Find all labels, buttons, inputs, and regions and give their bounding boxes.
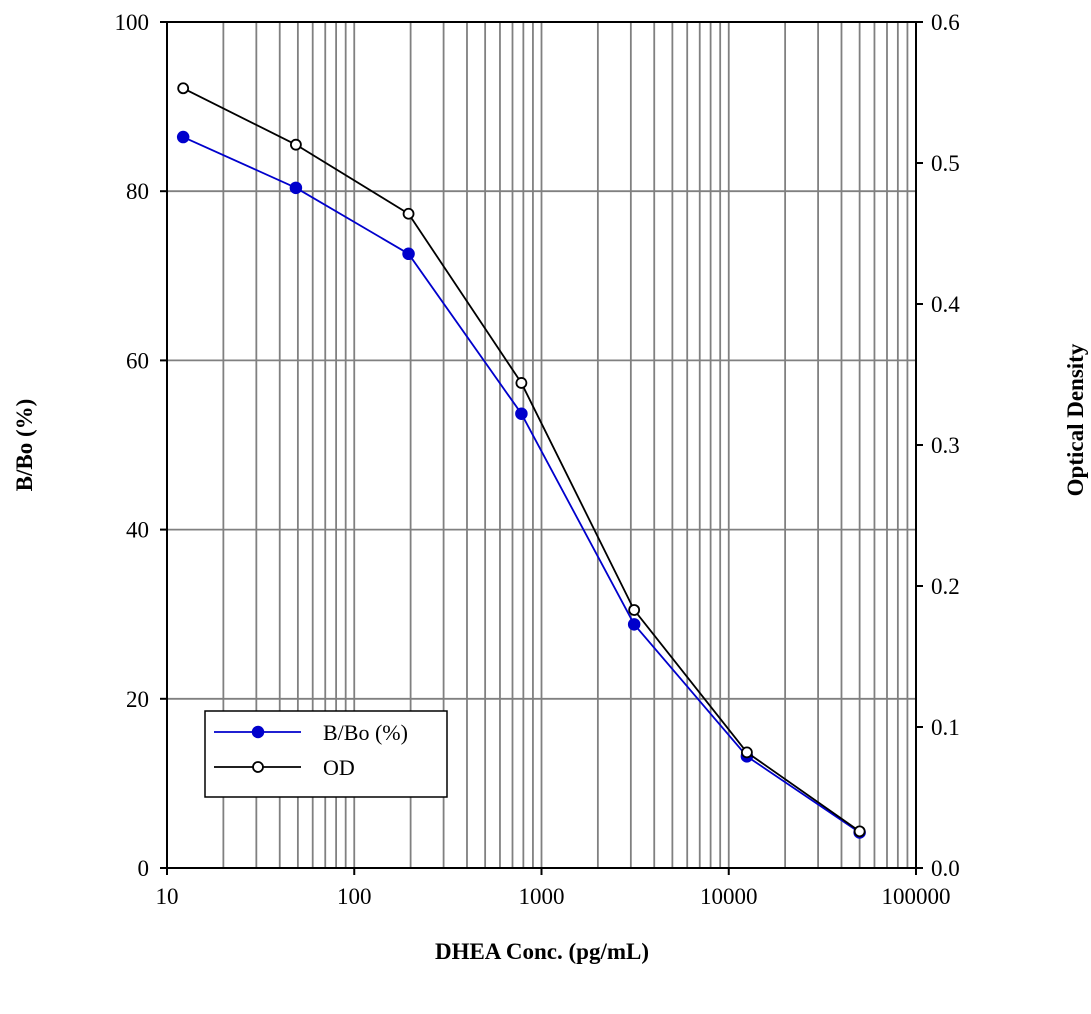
y2-axis-ticks: 0.0 0.1 0.2 0.3 0.4 0.5 0.6 bbox=[916, 10, 960, 881]
x-axis-ticks: 10 100 1000 10000 100000 bbox=[156, 868, 951, 909]
data-point-bbo bbox=[176, 130, 190, 144]
data-point-od bbox=[177, 82, 190, 95]
legend: B/Bo (%) OD bbox=[204, 710, 448, 798]
y-tick-label: 40 bbox=[126, 518, 149, 543]
y-tick-label: 0 bbox=[138, 856, 150, 881]
x-tick-label: 10000 bbox=[700, 884, 758, 909]
data-point-od bbox=[290, 138, 302, 151]
series-layer bbox=[176, 82, 866, 839]
y2-tick-label: 0.0 bbox=[931, 856, 960, 881]
data-point-bbo bbox=[402, 247, 415, 261]
y-axis-title: B/Bo (%) bbox=[12, 399, 37, 492]
x-tick-label: 100000 bbox=[882, 884, 951, 909]
y2-tick-label: 0.3 bbox=[931, 433, 960, 458]
data-point-od bbox=[740, 746, 753, 759]
y2-tick-label: 0.5 bbox=[931, 151, 960, 176]
legend-box bbox=[204, 710, 448, 798]
data-point-od bbox=[402, 207, 415, 220]
x-axis-title: DHEA Conc. (pg/mL) bbox=[435, 939, 649, 964]
x-tick-label: 1000 bbox=[519, 884, 565, 909]
legend-marker-bbo bbox=[251, 725, 265, 739]
data-point-bbo bbox=[627, 618, 641, 631]
data-point-bbo bbox=[515, 407, 528, 420]
x-tick-label: 100 bbox=[337, 884, 372, 909]
data-point-bbo bbox=[289, 181, 303, 195]
y-tick-label: 60 bbox=[126, 348, 149, 373]
y2-tick-label: 0.4 bbox=[931, 292, 960, 317]
y2-tick-label: 0.2 bbox=[931, 574, 960, 599]
y-tick-label: 80 bbox=[126, 179, 149, 204]
legend-marker-od bbox=[252, 761, 264, 773]
y2-tick-label: 0.6 bbox=[931, 10, 960, 35]
y-tick-label: 20 bbox=[126, 687, 149, 712]
y-tick-label: 100 bbox=[115, 10, 150, 35]
y-axis-ticks: 0 20 40 60 80 100 bbox=[115, 10, 167, 881]
legend-label-bbo: B/Bo (%) bbox=[323, 720, 408, 745]
data-point-od bbox=[515, 377, 528, 389]
x-tick-label: 10 bbox=[156, 884, 179, 909]
y2-axis-title: Optical Density bbox=[1063, 343, 1088, 496]
legend-label-od: OD bbox=[323, 755, 355, 780]
y2-tick-label: 0.1 bbox=[931, 715, 960, 740]
data-point-od bbox=[853, 825, 866, 838]
data-point-od bbox=[628, 604, 641, 616]
